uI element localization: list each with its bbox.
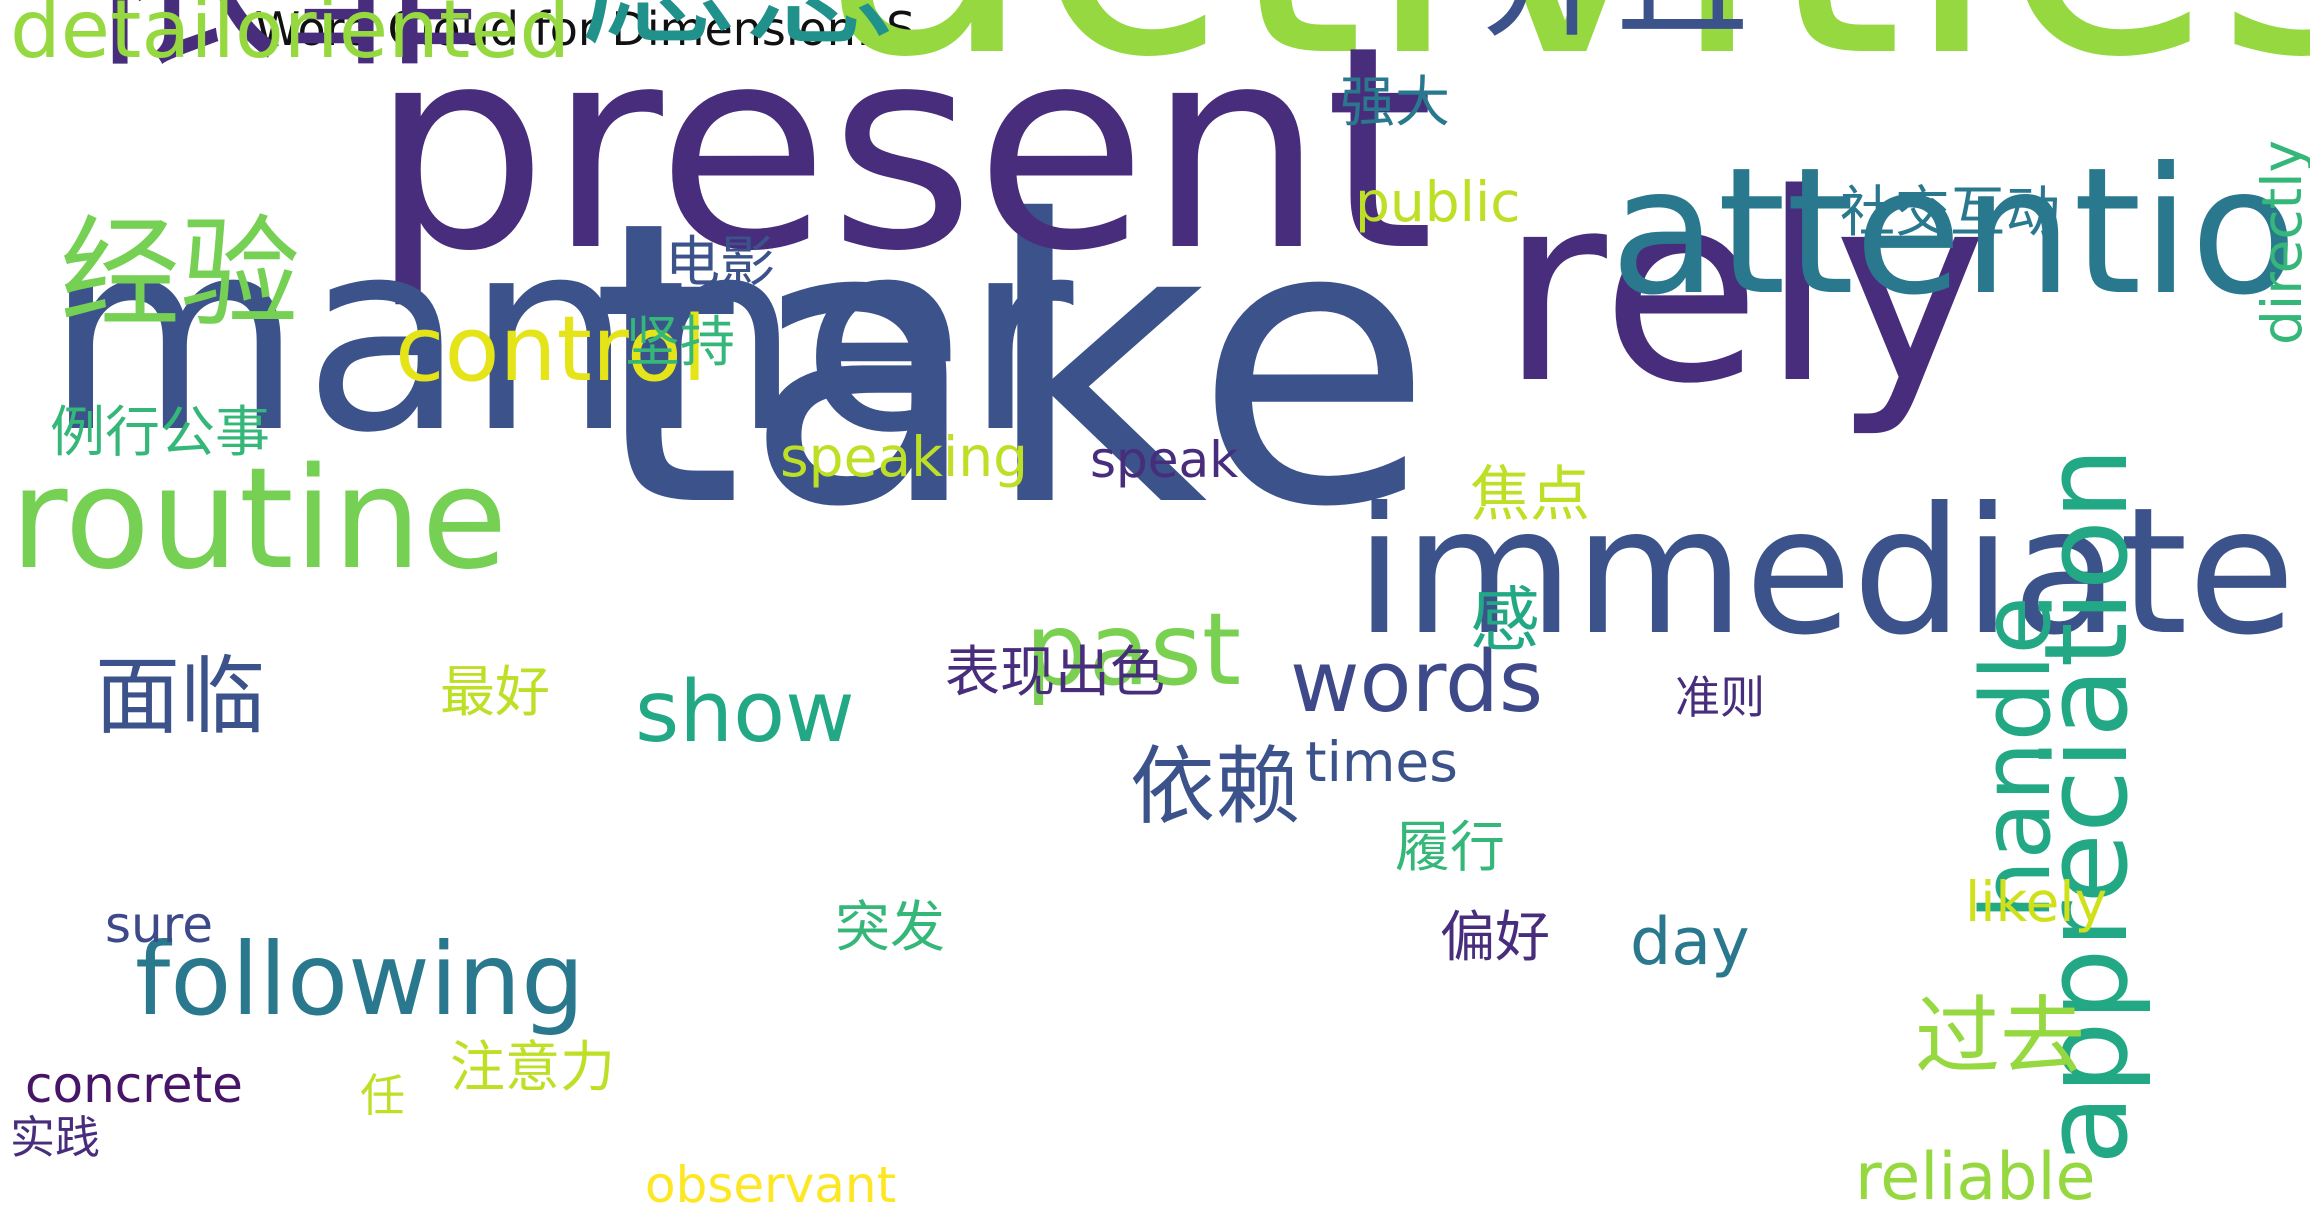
word-19: 依赖 xyxy=(1130,738,1301,837)
word-27: 社交互动 xyxy=(1840,180,2061,244)
word-25: 感 xyxy=(1470,579,1540,661)
word-13: following xyxy=(135,921,585,1038)
word-42: 突发 xyxy=(835,895,946,959)
word-48: 任 xyxy=(360,1069,406,1122)
word-30: concrete xyxy=(25,1056,243,1114)
word-34: 坚持 xyxy=(625,310,736,374)
word-1: take xyxy=(590,138,1434,592)
word-16: past xyxy=(1025,591,1242,708)
word-14: detailoriented xyxy=(10,0,571,76)
word-9: 并且 xyxy=(1480,0,1750,45)
word-36: public xyxy=(1355,170,1521,234)
word-10: routine xyxy=(10,438,508,601)
word-22: 过去 xyxy=(1915,988,2086,1087)
word-45: 准则 xyxy=(1675,671,1766,724)
word-49: 实践 xyxy=(10,1111,101,1164)
word-46: 注意力 xyxy=(450,1035,616,1099)
word-43: likely xyxy=(1965,870,2108,934)
word-41: 偏好 xyxy=(1440,905,1551,969)
chart-title: Word Cloud for Dimension: S xyxy=(254,2,916,56)
word-29: 例行公事 xyxy=(50,400,271,464)
word-33: observant xyxy=(645,1156,897,1214)
word-37: speaking xyxy=(780,425,1029,489)
word-17: control xyxy=(395,297,707,402)
word-28: 强大 xyxy=(1340,70,1451,134)
word-39: times xyxy=(1305,730,1458,794)
word-23: reliable xyxy=(1855,1140,2096,1215)
word-47: sure xyxy=(105,896,213,954)
word-38: speak xyxy=(1090,431,1239,489)
word-24: 表现出色 xyxy=(945,640,1166,704)
word-40: 履行 xyxy=(1395,815,1506,879)
word-20: words xyxy=(1290,633,1544,732)
word-8: 愿意 xyxy=(580,0,900,55)
word-35: 电影 xyxy=(665,230,776,294)
word-7: immediate xyxy=(1355,471,2296,674)
word-26: 焦点 xyxy=(1470,460,1590,530)
word-4: rely xyxy=(1500,139,1988,441)
word-44: 最好 xyxy=(440,660,551,724)
word-11: 经验 xyxy=(60,205,300,344)
word-3: manner xyxy=(45,183,1074,491)
word-18: 面临 xyxy=(95,648,266,747)
word-6: attention xyxy=(1610,131,2310,334)
word-5: 依靠 xyxy=(80,0,490,80)
word-32: day xyxy=(1630,905,1750,980)
word-0: activities xyxy=(820,0,2310,105)
word-2: present xyxy=(370,0,1435,313)
word-31: directly xyxy=(2250,139,2310,345)
word-21: show xyxy=(635,663,855,762)
